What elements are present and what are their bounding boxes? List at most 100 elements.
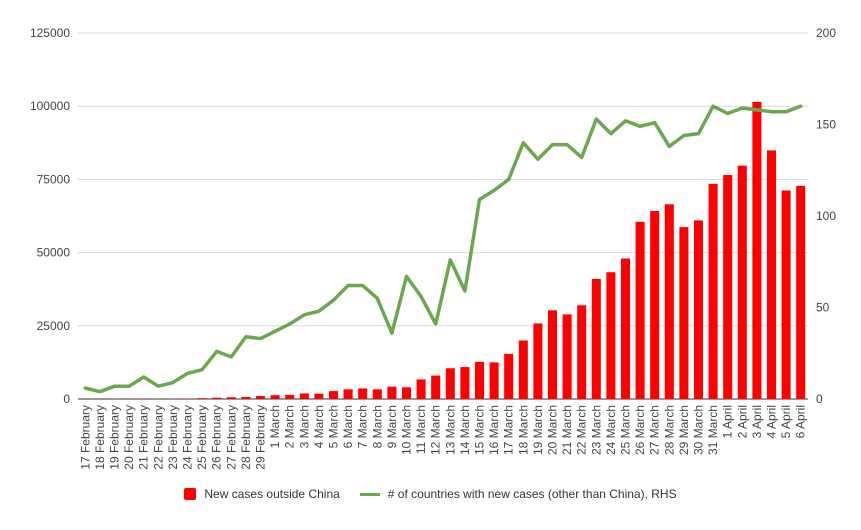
bar (226, 397, 236, 399)
bar (533, 323, 543, 399)
x-tick-label: 12 March (429, 405, 443, 455)
bar (285, 394, 295, 399)
y-right-tick-label: 0 (816, 392, 823, 406)
x-tick-label: 27 March (648, 405, 662, 455)
bar (416, 379, 426, 399)
bar (343, 389, 353, 399)
x-tick-label: 25 February (195, 405, 209, 470)
x-tick-label: 23 March (589, 405, 603, 455)
bar (635, 221, 645, 399)
bar (445, 368, 455, 399)
y-right-tick-label: 100 (816, 209, 836, 223)
bar (197, 398, 207, 399)
x-tick-label: 16 March (487, 405, 501, 455)
x-tick-label: 4 March (312, 405, 326, 448)
x-tick-label: 9 March (385, 405, 399, 448)
x-tick-label: 22 February (151, 405, 165, 470)
y-left-tick-label: 125000 (30, 26, 70, 40)
x-tick-label: 6 April (794, 405, 808, 438)
bar (693, 220, 704, 399)
bar (752, 101, 762, 400)
x-tick-label: 2 April (735, 405, 749, 438)
y-left-tick-label: 50000 (37, 246, 71, 260)
x-tick-label: 28 March (662, 405, 676, 455)
x-tick-label: 29 February (254, 405, 268, 470)
x-tick-label: 1 April (721, 405, 735, 438)
bar (723, 175, 733, 399)
bar (314, 393, 324, 399)
x-tick-label: 26 February (210, 405, 224, 470)
bar (650, 211, 660, 399)
x-tick-label: 24 February (181, 405, 195, 470)
y-left-tick-label: 100000 (30, 99, 70, 113)
legend-swatch-bar (184, 488, 197, 500)
x-tick-label: 10 March (400, 405, 414, 455)
x-tick-label: 4 April (765, 405, 779, 438)
x-tick-label: 18 March (516, 405, 530, 455)
x-tick-label: 18 February (93, 405, 107, 470)
x-tick-label: 11 March (414, 405, 428, 454)
x-tick-label: 21 February (137, 405, 151, 470)
bar (781, 190, 791, 399)
bar (547, 310, 558, 399)
chart-legend: New cases outside China # of countries w… (0, 487, 861, 501)
y-left-tick-label: 75000 (37, 172, 71, 186)
bar (606, 272, 616, 399)
x-tick-label: 30 March (692, 405, 706, 455)
bar (504, 353, 514, 399)
bar (708, 183, 718, 399)
bar (212, 397, 222, 399)
bar (460, 367, 470, 399)
bar (255, 396, 266, 399)
y-left-tick-label: 25000 (37, 319, 71, 333)
bar (664, 204, 674, 399)
y-left-tick-label: 0 (63, 392, 70, 406)
bar (328, 391, 339, 399)
x-tick-label: 28 February (239, 405, 253, 470)
bar (431, 375, 441, 399)
x-tick-label: 20 February (122, 405, 136, 470)
legend-swatch-line (359, 492, 380, 496)
bar (474, 361, 485, 399)
bar (401, 387, 412, 399)
x-tick-label: 23 February (166, 405, 180, 470)
x-tick-label: 31 March (706, 405, 720, 455)
bar (679, 227, 689, 399)
x-tick-label: 25 March (619, 405, 633, 455)
x-tick-label: 3 April (750, 405, 764, 438)
bar (518, 340, 528, 399)
x-tick-label: 22 March (575, 405, 589, 455)
bar (562, 314, 572, 399)
legend-item-line-series: # of countries with new cases (other tha… (359, 487, 677, 501)
x-tick-label: 7 March (356, 405, 370, 448)
y-right-tick-label: 50 (816, 301, 830, 315)
x-tick-label: 5 April (779, 405, 793, 438)
bar (591, 278, 601, 399)
x-tick-label: 1 March (268, 405, 282, 448)
x-tick-label: 6 March (341, 405, 355, 448)
bar (620, 258, 631, 399)
x-tick-label: 8 March (370, 405, 384, 448)
x-tick-label: 19 February (108, 405, 122, 470)
bar (299, 393, 309, 399)
bar (489, 362, 499, 399)
x-tick-label: 24 March (604, 405, 618, 455)
x-tick-label: 3 March (297, 405, 311, 448)
x-tick-label: 21 March (560, 405, 574, 455)
legend-label-bar-series: New cases outside China (204, 487, 340, 501)
x-tick-label: 20 March (546, 405, 560, 455)
bar (241, 396, 251, 399)
x-tick-label: 15 March (473, 405, 487, 455)
bar (737, 165, 747, 399)
bar (577, 305, 587, 399)
x-tick-label: 27 February (224, 405, 238, 470)
x-tick-label: 19 March (531, 405, 545, 455)
y-right-tick-label: 150 (816, 118, 836, 132)
x-tick-label: 14 March (458, 405, 472, 455)
bar (358, 388, 368, 399)
x-tick-label: 29 March (677, 405, 691, 455)
legend-item-bar-series: New cases outside China (184, 487, 340, 501)
bar (766, 150, 777, 399)
bar (796, 185, 806, 399)
